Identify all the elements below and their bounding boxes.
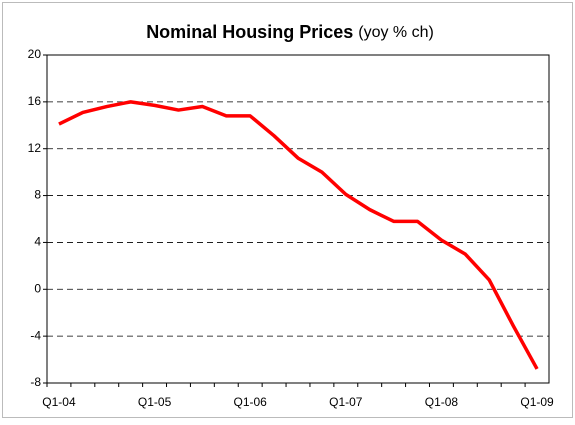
chart-frame — [2, 2, 573, 418]
y-tick-label: -4 — [30, 328, 41, 342]
data-line — [58, 100, 539, 370]
x-tick-label: Q1-06 — [234, 395, 268, 409]
y-tick-label: 8 — [34, 188, 41, 202]
x-tick-label: Q1-04 — [42, 395, 76, 409]
y-tick-label: 16 — [28, 94, 42, 108]
y-tick-label: 20 — [28, 47, 42, 61]
chart-title-group: Nominal Housing Prices (yoy % ch) — [146, 22, 434, 42]
x-tick-label: Q1-05 — [138, 395, 172, 409]
chart-title: Nominal Housing Prices — [146, 22, 353, 42]
x-tick-label: Q1-09 — [520, 395, 554, 409]
y-tick-label: 0 — [34, 281, 41, 295]
x-tick-label: Q1-08 — [425, 395, 459, 409]
y-tick-label: 4 — [34, 235, 41, 249]
y-tick-label: -8 — [30, 375, 41, 389]
chart-subtitle: (yoy % ch) — [358, 24, 434, 41]
plot-area — [46, 54, 550, 384]
x-tick-label: Q1-07 — [329, 395, 363, 409]
y-tick-label: 12 — [28, 141, 42, 155]
